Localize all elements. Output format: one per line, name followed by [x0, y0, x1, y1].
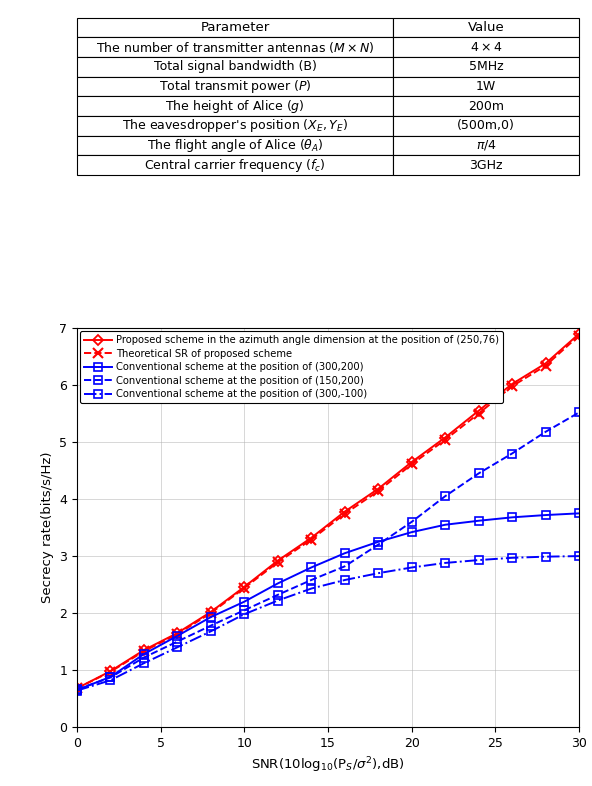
Conventional scheme at the position of (300,200) [509, 512, 516, 522]
Proposed scheme in the azimuth angle dimension at the position of (250,76) [575, 329, 583, 339]
Theoretical SR of proposed scheme [408, 460, 415, 469]
Conventional scheme at the position of (150,200) [509, 449, 516, 458]
Conventional scheme at the position of (300,200) [341, 549, 348, 558]
Proposed scheme in the azimuth angle dimension at the position of (250,76) [308, 533, 315, 542]
Y-axis label: Secrecy rate(bits/s/Hz): Secrecy rate(bits/s/Hz) [41, 452, 54, 604]
Proposed scheme in the azimuth angle dimension at the position of (250,76) [509, 380, 516, 389]
Line: Conventional scheme at the position of (300,-100): Conventional scheme at the position of (… [73, 553, 583, 694]
Proposed scheme in the azimuth angle dimension at the position of (250,76) [542, 358, 549, 368]
Conventional scheme at the position of (300,200) [107, 672, 114, 681]
Theoretical SR of proposed scheme [542, 361, 549, 370]
Conventional scheme at the position of (300,200) [475, 516, 482, 526]
Proposed scheme in the azimuth angle dimension at the position of (250,76) [442, 433, 449, 443]
Proposed scheme in the azimuth angle dimension at the position of (250,76) [475, 406, 482, 416]
Theoretical SR of proposed scheme [341, 509, 348, 519]
Conventional scheme at the position of (300,-100) [341, 575, 348, 585]
Conventional scheme at the position of (300,200) [241, 597, 248, 607]
Theoretical SR of proposed scheme [509, 381, 516, 391]
Proposed scheme in the azimuth angle dimension at the position of (250,76) [375, 484, 382, 494]
Conventional scheme at the position of (150,200) [174, 637, 181, 646]
Conventional scheme at the position of (300,200) [140, 649, 147, 659]
Conventional scheme at the position of (150,200) [207, 621, 214, 630]
Conventional scheme at the position of (150,200) [375, 540, 382, 549]
Conventional scheme at the position of (300,-100) [575, 552, 583, 561]
Conventional scheme at the position of (300,-100) [475, 556, 482, 565]
Theoretical SR of proposed scheme [241, 583, 248, 593]
Conventional scheme at the position of (150,200) [341, 562, 348, 571]
Legend: Proposed scheme in the azimuth angle dimension at the position of (250,76), Theo: Proposed scheme in the azimuth angle dim… [80, 331, 503, 403]
Conventional scheme at the position of (300,-100) [207, 626, 214, 636]
Line: Conventional scheme at the position of (150,200): Conventional scheme at the position of (… [73, 409, 583, 693]
Conventional scheme at the position of (150,200) [241, 605, 248, 615]
Conventional scheme at the position of (300,200) [207, 612, 214, 622]
Conventional scheme at the position of (150,200) [408, 517, 415, 527]
Theoretical SR of proposed scheme [174, 630, 181, 639]
Conventional scheme at the position of (300,-100) [542, 552, 549, 561]
Conventional scheme at the position of (300,-100) [274, 596, 281, 605]
Conventional scheme at the position of (300,-100) [107, 676, 114, 685]
Conventional scheme at the position of (150,200) [442, 491, 449, 501]
Proposed scheme in the azimuth angle dimension at the position of (250,76) [341, 507, 348, 516]
Proposed scheme in the azimuth angle dimension at the position of (250,76) [274, 556, 281, 565]
Conventional scheme at the position of (300,-100) [73, 686, 81, 696]
Conventional scheme at the position of (300,-100) [308, 584, 315, 593]
Conventional scheme at the position of (300,-100) [442, 558, 449, 567]
Conventional scheme at the position of (300,-100) [140, 659, 147, 668]
Theoretical SR of proposed scheme [375, 487, 382, 496]
Conventional scheme at the position of (300,200) [308, 563, 315, 572]
Proposed scheme in the azimuth angle dimension at the position of (250,76) [408, 457, 415, 467]
Theoretical SR of proposed scheme [575, 331, 583, 340]
Conventional scheme at the position of (300,200) [542, 510, 549, 520]
Proposed scheme in the azimuth angle dimension at the position of (250,76) [107, 667, 114, 676]
Conventional scheme at the position of (300,-100) [408, 563, 415, 572]
Line: Conventional scheme at the position of (300,200): Conventional scheme at the position of (… [73, 509, 583, 694]
Theoretical SR of proposed scheme [475, 409, 482, 418]
Conventional scheme at the position of (150,200) [475, 468, 482, 478]
Conventional scheme at the position of (300,200) [274, 578, 281, 588]
Line: Proposed scheme in the azimuth angle dimension at the position of (250,76): Proposed scheme in the azimuth angle dim… [73, 330, 583, 692]
Theoretical SR of proposed scheme [308, 534, 315, 544]
Conventional scheme at the position of (150,200) [575, 408, 583, 417]
Theoretical SR of proposed scheme [274, 557, 281, 567]
Conventional scheme at the position of (300,-100) [509, 553, 516, 563]
Conventional scheme at the position of (300,-100) [241, 609, 248, 619]
Theoretical SR of proposed scheme [207, 608, 214, 618]
Conventional scheme at the position of (150,200) [140, 653, 147, 663]
Proposed scheme in the azimuth angle dimension at the position of (250,76) [73, 684, 81, 693]
Conventional scheme at the position of (150,200) [274, 590, 281, 600]
Theoretical SR of proposed scheme [442, 435, 449, 445]
Conventional scheme at the position of (150,200) [308, 575, 315, 585]
Theoretical SR of proposed scheme [107, 667, 114, 677]
Conventional scheme at the position of (150,200) [542, 427, 549, 436]
Proposed scheme in the azimuth angle dimension at the position of (250,76) [174, 628, 181, 637]
Line: Theoretical SR of proposed scheme: Theoretical SR of proposed scheme [72, 331, 584, 692]
Theoretical SR of proposed scheme [140, 647, 147, 656]
Conventional scheme at the position of (300,-100) [174, 642, 181, 652]
Conventional scheme at the position of (300,200) [73, 685, 81, 695]
Conventional scheme at the position of (150,200) [73, 685, 81, 694]
Conventional scheme at the position of (300,200) [575, 509, 583, 518]
Proposed scheme in the azimuth angle dimension at the position of (250,76) [140, 645, 147, 655]
Proposed scheme in the azimuth angle dimension at the position of (250,76) [207, 608, 214, 617]
Proposed scheme in the azimuth angle dimension at the position of (250,76) [241, 582, 248, 592]
Theoretical SR of proposed scheme [73, 684, 81, 693]
Conventional scheme at the position of (300,200) [408, 527, 415, 537]
Conventional scheme at the position of (300,200) [442, 520, 449, 530]
Conventional scheme at the position of (300,200) [375, 537, 382, 546]
Conventional scheme at the position of (300,200) [174, 631, 181, 641]
Conventional scheme at the position of (300,-100) [375, 568, 382, 578]
Conventional scheme at the position of (150,200) [107, 673, 114, 682]
X-axis label: SNR(10log$_{10}$(P$_S$/$\sigma^2$),dB): SNR(10log$_{10}$(P$_S$/$\sigma^2$),dB) [251, 755, 405, 775]
